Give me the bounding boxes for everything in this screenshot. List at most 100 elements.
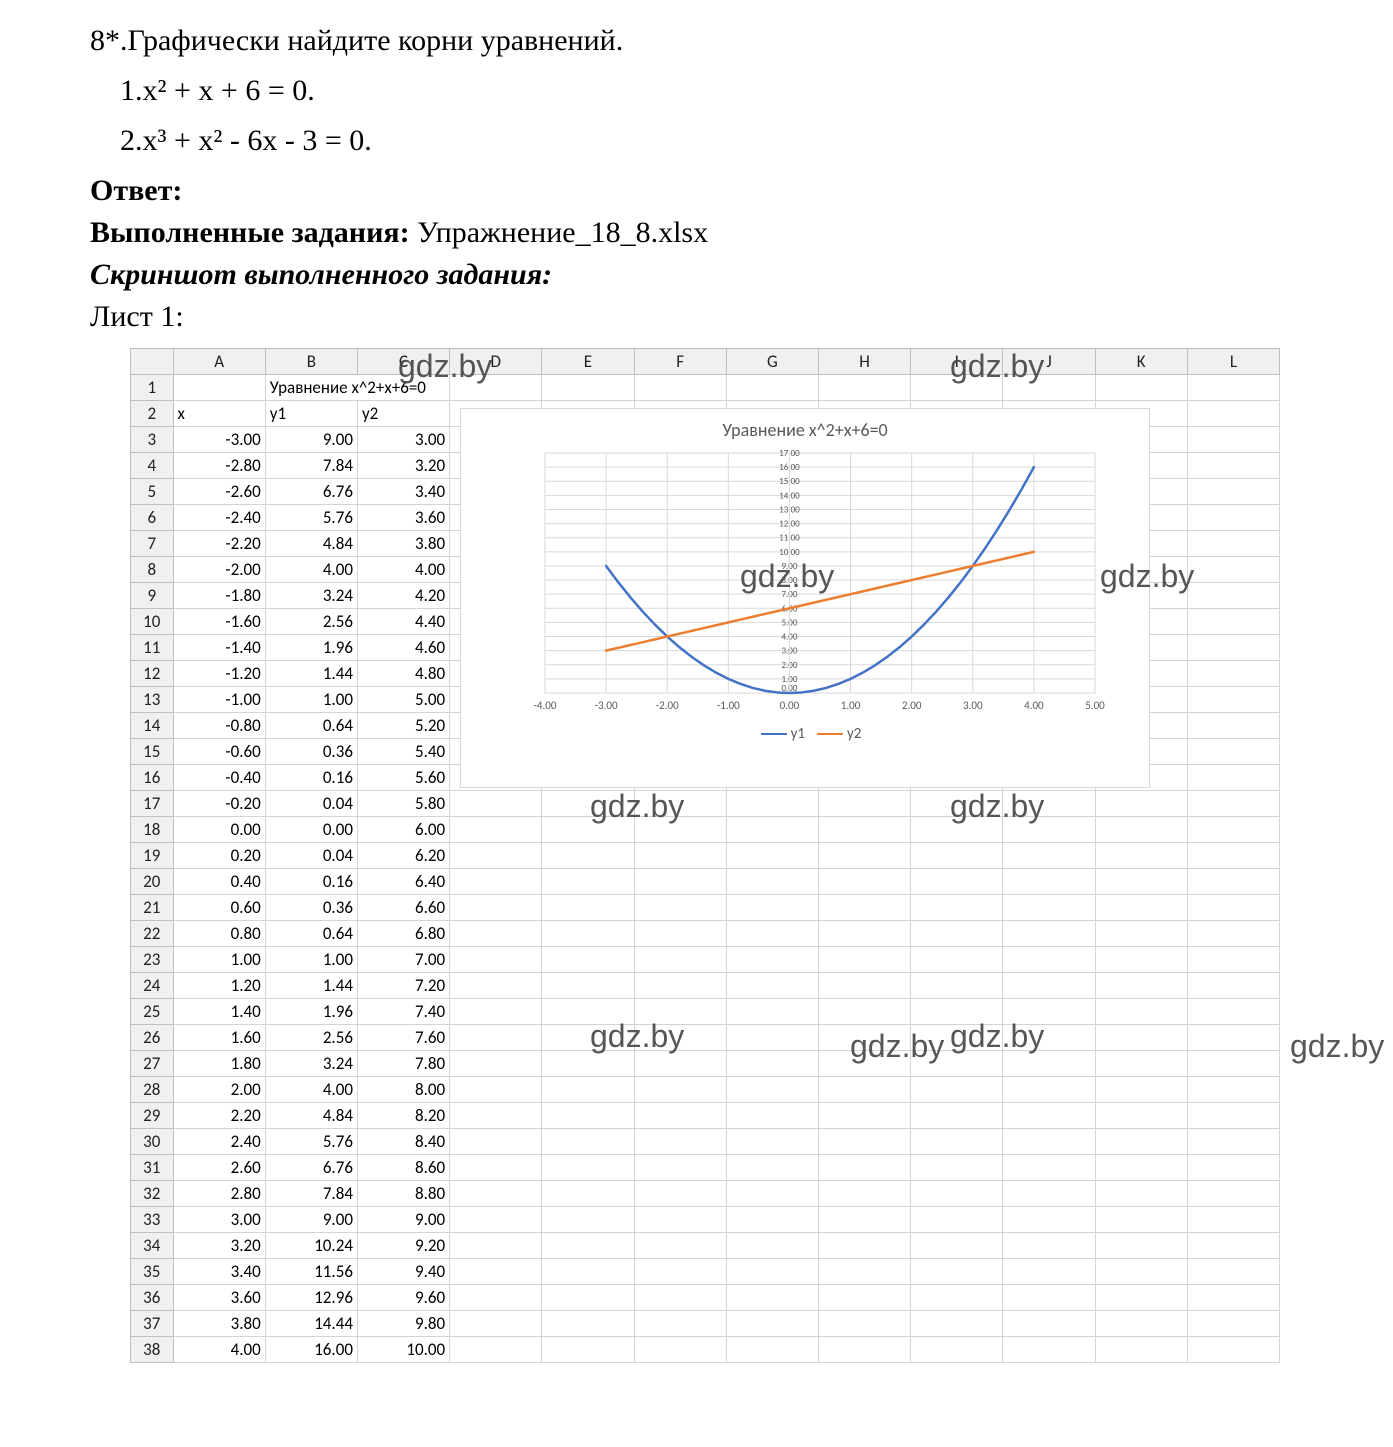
cell[interactable]: 8.00 (357, 1077, 449, 1103)
row-header[interactable]: 6 (131, 505, 174, 531)
cell[interactable]: x (173, 401, 265, 427)
cell[interactable]: 0.00 (265, 817, 357, 843)
row-header[interactable]: 14 (131, 713, 174, 739)
cell[interactable] (1187, 609, 1279, 635)
cell[interactable] (1003, 973, 1095, 999)
cell[interactable] (911, 999, 1003, 1025)
cell[interactable] (634, 1207, 726, 1233)
cell[interactable] (911, 869, 1003, 895)
cell[interactable] (1095, 1181, 1187, 1207)
cell[interactable] (818, 1181, 910, 1207)
cell[interactable] (726, 1233, 818, 1259)
cell[interactable]: 4.40 (357, 609, 449, 635)
cell[interactable]: y1 (265, 401, 357, 427)
cell[interactable] (818, 1259, 910, 1285)
cell[interactable] (726, 1077, 818, 1103)
row-header[interactable]: 24 (131, 973, 174, 999)
cell[interactable] (726, 921, 818, 947)
cell[interactable] (726, 973, 818, 999)
cell[interactable] (818, 999, 910, 1025)
cell[interactable]: 4.84 (265, 1103, 357, 1129)
cell[interactable]: 0.16 (265, 869, 357, 895)
cell[interactable]: 5.80 (357, 791, 449, 817)
cell[interactable]: 6.00 (357, 817, 449, 843)
cell[interactable]: 8.40 (357, 1129, 449, 1155)
cell[interactable] (1187, 635, 1279, 661)
cell[interactable] (542, 1233, 634, 1259)
cell[interactable] (634, 1155, 726, 1181)
cell[interactable]: 1.44 (265, 973, 357, 999)
cell[interactable] (634, 817, 726, 843)
cell[interactable] (1095, 869, 1187, 895)
cell[interactable]: 4.60 (357, 635, 449, 661)
cell[interactable] (726, 843, 818, 869)
cell[interactable]: Уравнение x^2+x+6=0 (265, 375, 449, 401)
row-header[interactable]: 22 (131, 921, 174, 947)
cell[interactable] (450, 921, 542, 947)
cell[interactable] (450, 843, 542, 869)
cell[interactable] (1187, 687, 1279, 713)
cell[interactable]: 7.84 (265, 453, 357, 479)
cell[interactable]: 11.56 (265, 1259, 357, 1285)
cell[interactable]: 8.80 (357, 1181, 449, 1207)
cell[interactable] (726, 1337, 818, 1363)
row-header[interactable]: 19 (131, 843, 174, 869)
row-header[interactable]: 30 (131, 1129, 174, 1155)
cell[interactable] (1187, 947, 1279, 973)
cell[interactable]: -2.00 (173, 557, 265, 583)
cell[interactable] (818, 1207, 910, 1233)
cell[interactable] (542, 1077, 634, 1103)
cell[interactable] (542, 921, 634, 947)
row-header[interactable]: 33 (131, 1207, 174, 1233)
cell[interactable]: 1.20 (173, 973, 265, 999)
cell[interactable] (726, 1207, 818, 1233)
cell[interactable] (634, 947, 726, 973)
row-header[interactable]: 36 (131, 1285, 174, 1311)
cell[interactable] (726, 895, 818, 921)
cell[interactable]: 9.00 (357, 1207, 449, 1233)
cell[interactable]: 0.60 (173, 895, 265, 921)
cell[interactable] (726, 1051, 818, 1077)
cell[interactable] (450, 1051, 542, 1077)
row-header[interactable]: 13 (131, 687, 174, 713)
cell[interactable] (1187, 1207, 1279, 1233)
cell[interactable] (1003, 895, 1095, 921)
row-header[interactable]: 4 (131, 453, 174, 479)
row-header[interactable]: 27 (131, 1051, 174, 1077)
cell[interactable] (1187, 1311, 1279, 1337)
cell[interactable]: 2.56 (265, 609, 357, 635)
row-header[interactable]: 5 (131, 479, 174, 505)
column-header[interactable]: I (911, 349, 1003, 375)
column-header[interactable]: D (450, 349, 542, 375)
cell[interactable] (1003, 843, 1095, 869)
cell[interactable] (1187, 1129, 1279, 1155)
cell[interactable] (1095, 1259, 1187, 1285)
cell[interactable]: 0.40 (173, 869, 265, 895)
cell[interactable] (911, 843, 1003, 869)
cell[interactable] (1003, 869, 1095, 895)
cell[interactable]: 9.80 (357, 1311, 449, 1337)
cell[interactable]: -1.00 (173, 687, 265, 713)
cell[interactable] (818, 375, 910, 401)
cell[interactable] (1095, 921, 1187, 947)
cell[interactable] (1187, 583, 1279, 609)
cell[interactable] (542, 869, 634, 895)
cell[interactable] (542, 947, 634, 973)
cell[interactable] (1095, 1155, 1187, 1181)
cell[interactable] (911, 895, 1003, 921)
cell[interactable] (542, 1051, 634, 1077)
cell[interactable]: -3.00 (173, 427, 265, 453)
cell[interactable] (1003, 1311, 1095, 1337)
cell[interactable] (911, 1311, 1003, 1337)
row-header[interactable]: 11 (131, 635, 174, 661)
cell[interactable]: 3.24 (265, 1051, 357, 1077)
cell[interactable] (1095, 1103, 1187, 1129)
cell[interactable]: 5.40 (357, 739, 449, 765)
cell[interactable] (450, 973, 542, 999)
column-header[interactable]: H (818, 349, 910, 375)
cell[interactable] (1095, 843, 1187, 869)
cell[interactable] (1187, 531, 1279, 557)
cell[interactable]: 0.20 (173, 843, 265, 869)
cell[interactable] (818, 1077, 910, 1103)
cell[interactable] (911, 1285, 1003, 1311)
